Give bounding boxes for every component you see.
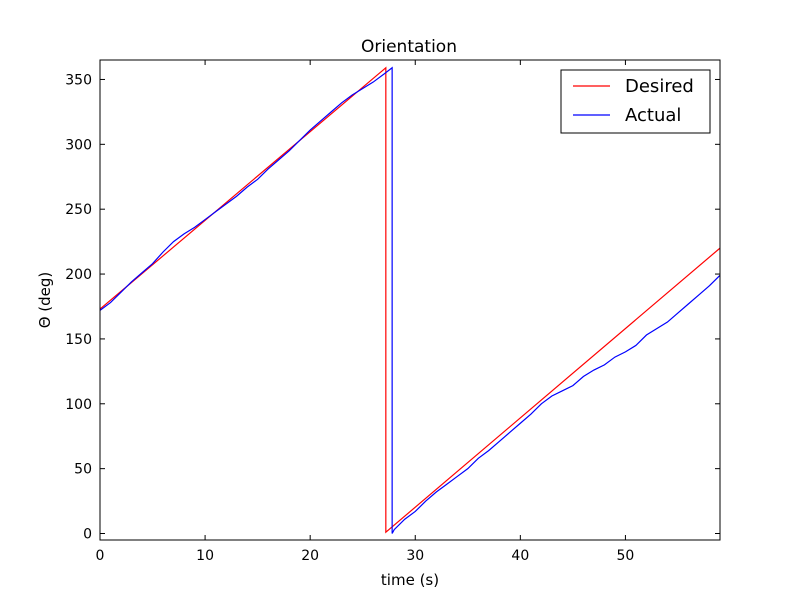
- x-tick-label: 30: [406, 548, 424, 564]
- y-tick-label: 350: [65, 72, 92, 88]
- y-tick-label: 300: [65, 137, 92, 153]
- x-tick-label: 0: [96, 548, 105, 564]
- legend-label-actual: Actual: [625, 105, 681, 126]
- y-tick-label: 0: [83, 527, 92, 543]
- plot-frame: [99, 59, 721, 541]
- x-tick-label: 40: [511, 548, 529, 564]
- chart-title: Orientation: [361, 37, 457, 57]
- y-tick-label: 250: [65, 202, 92, 218]
- x-tick-label: 20: [301, 548, 319, 564]
- legend-box: [560, 69, 711, 134]
- series-line-desired: [99, 66, 721, 534]
- legend: Desired Actual: [560, 69, 711, 134]
- series-layer: [99, 66, 721, 534]
- y-axis-label: Θ (deg): [36, 272, 54, 329]
- series-line-actual: [99, 66, 721, 534]
- y-tick-label: 100: [65, 397, 92, 413]
- legend-label-desired: Desired: [625, 76, 694, 97]
- y-tick-label: 150: [65, 332, 92, 348]
- x-tick-label: 50: [617, 548, 635, 564]
- y-tick-label: 50: [74, 462, 92, 478]
- x-tick-label: 10: [196, 548, 214, 564]
- x-axis-label: time (s): [381, 571, 439, 589]
- ticks-layer: 0 10 20 30 40 50 0 50 100 150 200 250 300 350: [65, 60, 720, 564]
- y-tick-label: 200: [65, 267, 92, 283]
